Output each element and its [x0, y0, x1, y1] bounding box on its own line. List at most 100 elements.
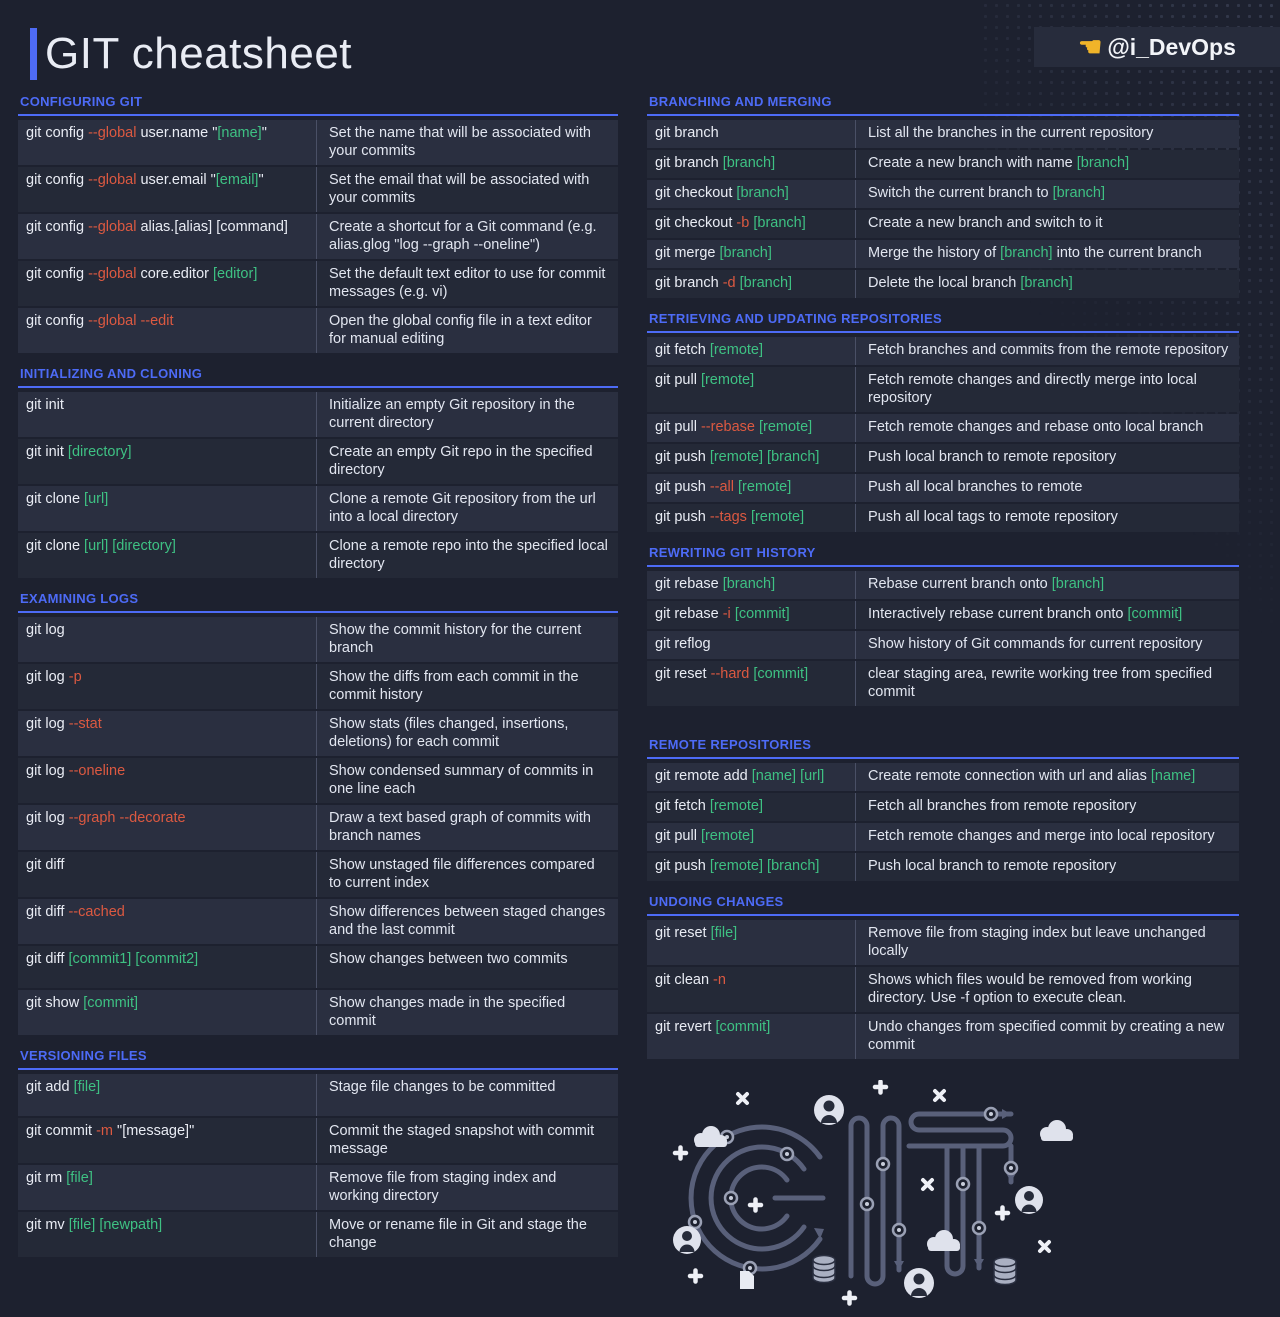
command-description: Fetch remote changes and merge into loca…	[855, 823, 1239, 851]
command-text: git rm [file]	[26, 1170, 93, 1186]
command-description: Create a new branch with name [branch]	[855, 150, 1239, 178]
command-description: Set the email that will be associated wi…	[316, 167, 618, 212]
command-text: git log --oneline	[26, 763, 126, 779]
command-text: git clone [url]	[26, 491, 109, 507]
command-text: git rebase -i [commit]	[655, 606, 790, 622]
command-row: git fetch [remote] Fetch all branches fro…	[647, 793, 1239, 821]
command-row: git clone [url] [directory] Clone a remot…	[18, 533, 618, 578]
command-description: Show differences between staged changes …	[316, 899, 618, 944]
command-row: git reset --hard [commit] clear staging a…	[647, 661, 1239, 706]
command-text: git branch -d [branch]	[655, 275, 793, 291]
command-description: Show stats (files changed, insertions, d…	[316, 711, 618, 756]
command-text: git push [remote] [branch]	[655, 449, 820, 465]
command-row: git checkout [branch] Switch the current …	[647, 180, 1239, 208]
author-badge: ☚ @i_DevOps	[1034, 27, 1280, 67]
command-text: git merge [branch]	[655, 245, 772, 261]
command-table: git fetch [remote] Fetch branches and com…	[647, 331, 1239, 532]
section-versioning-files: VERSIONING FILES git add [file] Stage file…	[18, 1048, 618, 1257]
arrowheads	[814, 1109, 1016, 1270]
command-text: git mv [file] [newpath]	[26, 1217, 163, 1233]
command-text: git pull [remote]	[655, 372, 755, 388]
command-row: git add [file] Stage file changes to be c…	[18, 1074, 618, 1116]
title-accent-bar	[30, 28, 37, 80]
cheatsheet-content: CONFIGURING GIT git config --global user.…	[0, 80, 1280, 1317]
left-column: CONFIGURING GIT git config --global user.…	[18, 94, 618, 1317]
page-header: GIT cheatsheet	[0, 0, 1280, 80]
command-description: Move or rename file in Git and stage the…	[316, 1212, 618, 1257]
section-title: INITIALIZING AND CLONING	[20, 366, 203, 381]
command-text: git show [commit]	[26, 995, 139, 1011]
command-table: git reset [file] Remove file from staging…	[647, 914, 1239, 1059]
command-row: git diff [commit1] [commit2] Show changes…	[18, 946, 618, 988]
command-row: git diff Show unstaged file differences c…	[18, 852, 618, 897]
command-table: git log Show the commit history for the c…	[18, 611, 618, 1035]
section-undoing-changes: UNDOING CHANGES git reset [file] Remove fi…	[647, 894, 1239, 1059]
command-row: git mv [file] [newpath] Move or rename fi…	[18, 1212, 618, 1257]
command-description: Show condensed summary of commits in one…	[316, 758, 618, 803]
command-row: git config --global user.name "[name]" Se…	[18, 120, 618, 165]
command-row: git merge [branch] Merge the history of […	[647, 240, 1239, 268]
x-marks	[736, 1089, 1051, 1253]
command-row: git revert [commit] Undo changes from spe…	[647, 1014, 1239, 1059]
command-description: Initialize an empty Git repository in th…	[316, 392, 618, 437]
command-description: Shows which files would be removed from …	[855, 967, 1239, 1012]
command-description: Set the default text editor to use for c…	[316, 261, 618, 306]
section-title: RETRIEVING AND UPDATING REPOSITORIES	[649, 311, 942, 326]
command-description: Delete the local branch [branch]	[855, 270, 1239, 298]
command-row: git pull [remote] Fetch remote changes an…	[647, 367, 1239, 412]
section-title: BRANCHING AND MERGING	[649, 94, 832, 109]
halftone-dot-pattern	[980, 0, 1280, 640]
command-row: git log --oneline Show condensed summary …	[18, 758, 618, 803]
command-text: git config --global alias.[alias] [comma…	[26, 219, 288, 235]
command-text: git branch [branch]	[655, 155, 776, 171]
command-row: git config --global --edit Open the globa…	[18, 308, 618, 353]
command-description: clear staging area, rewrite working tree…	[855, 661, 1239, 706]
command-description: Interactively rebase current branch onto…	[855, 601, 1239, 629]
command-text: git checkout -b [branch]	[655, 215, 806, 231]
command-text: git revert [commit]	[655, 1019, 771, 1035]
command-row: git clone [url] Clone a remote Git reposi…	[18, 486, 618, 531]
section-examining-logs: EXAMINING LOGS git log Show the commit his…	[18, 591, 618, 1035]
git-word-pipes	[688, 1111, 1014, 1287]
command-description: Show changes made in the specified commi…	[316, 990, 618, 1035]
command-row: git rebase [branch] Rebase current branch…	[647, 571, 1239, 599]
command-description: Clone a remote Git repository from the u…	[316, 486, 618, 531]
section-title: REMOTE REPOSITORIES	[649, 737, 812, 752]
command-row: git commit -m "[message]" Commit the stag…	[18, 1118, 618, 1163]
command-row: git rebase -i [commit] Interactively reba…	[647, 601, 1239, 629]
command-text: git push --tags [remote]	[655, 509, 805, 525]
command-description: Fetch all branches from remote repositor…	[855, 793, 1239, 821]
page-title: GIT cheatsheet	[45, 29, 353, 78]
command-row: git init Initialize an empty Git reposito…	[18, 392, 618, 437]
command-row: git push [remote] [branch] Push local bra…	[647, 444, 1239, 472]
command-row: git log -p Show the diffs from each commi…	[18, 664, 618, 709]
command-description: Fetch branches and commits from the remo…	[855, 337, 1239, 365]
command-row: git rm [file] Remove file from staging in…	[18, 1165, 618, 1210]
command-text: git clone [url] [directory]	[26, 538, 176, 554]
section-initializing-and-cloning: INITIALIZING AND CLONING git init Initiali…	[18, 366, 618, 578]
command-row: git show [commit] Show changes made in th…	[18, 990, 618, 1035]
pointing-hand-icon: ☚	[1078, 31, 1103, 62]
right-column: BRANCHING AND MERGING git branch List all …	[647, 94, 1239, 1317]
command-description: Show history of Git commands for current…	[855, 631, 1239, 659]
command-description: Remove file from staging index and worki…	[316, 1165, 618, 1210]
command-row: git push [remote] [branch] Push local bra…	[647, 853, 1239, 881]
command-text: git reflog	[655, 636, 711, 652]
command-description: Fetch remote changes and rebase onto loc…	[855, 414, 1239, 442]
cloud-icons	[694, 1120, 1073, 1251]
command-row: git pull --rebase [remote] Fetch remote c…	[647, 414, 1239, 442]
command-text: git push [remote] [branch]	[655, 858, 820, 874]
command-text: git log --stat	[26, 716, 102, 732]
command-row: git config --global core.editor [editor]…	[18, 261, 618, 306]
command-text: git fetch [remote]	[655, 798, 763, 814]
command-table: git add [file] Stage file changes to be c…	[18, 1068, 618, 1257]
command-description: Stage file changes to be committed	[316, 1074, 618, 1116]
command-text: git add [file]	[26, 1079, 101, 1095]
command-text: git commit -m "[message]"	[26, 1123, 195, 1139]
command-row: git remote add [name] [url] Create remote…	[647, 763, 1239, 791]
command-description: Push local branch to remote repository	[855, 853, 1239, 881]
command-description: List all the branches in the current rep…	[855, 120, 1239, 148]
command-text: git reset [file]	[655, 925, 738, 941]
command-description: Rebase current branch onto [branch]	[855, 571, 1239, 599]
command-text: git pull [remote]	[655, 828, 755, 844]
